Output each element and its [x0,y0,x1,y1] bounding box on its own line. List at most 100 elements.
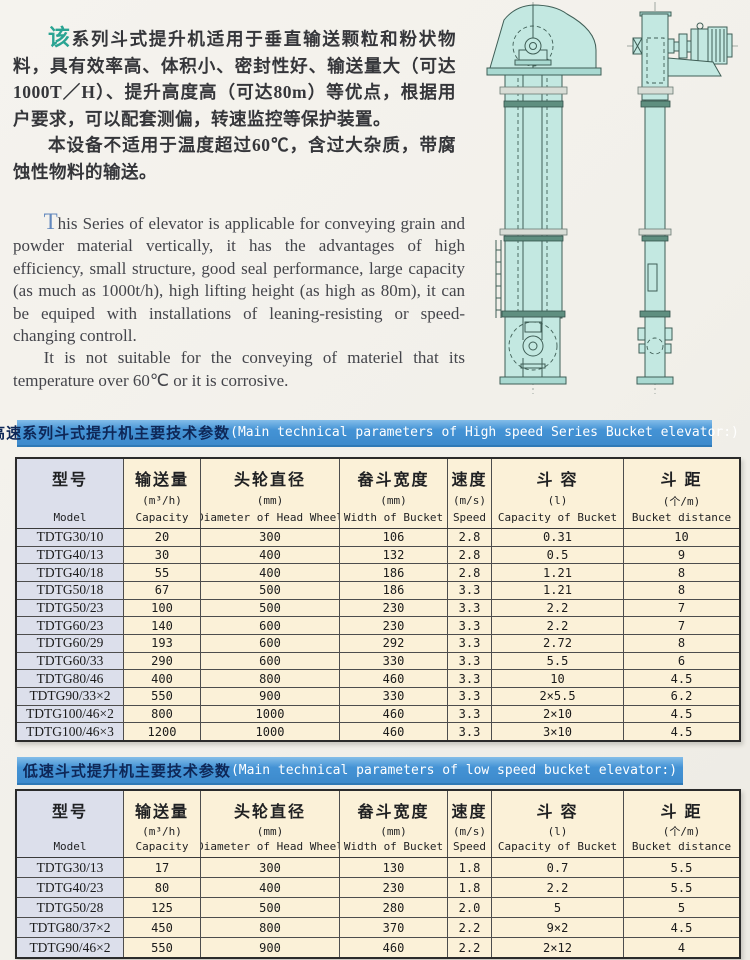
table-cell: 2×12 [492,938,624,957]
header-label-cn: 畚斗宽度 [357,472,430,489]
header-cell: 型号 Model [17,459,124,528]
header-label-en: Model [53,511,87,524]
model-cell: TDTG40/23 [17,878,124,897]
low-speed-table-banner: 低速斗式提升机主要技术参数 (Main technical parameters… [17,757,683,785]
table-row: TDTG30/13 17 300 130 1.8 0.7 5.5 [17,858,739,877]
table-cell: 500 [201,599,340,617]
table-cell: 400 [124,670,201,688]
model-cell: TDTG80/37×2 [17,918,124,937]
table-header-row: 型号 Model 输送量 (m³/h) Capacity 头轮直径 (mm) Diameter… [17,791,739,858]
header-label-en: Bucket distance [631,840,732,853]
table-cell: 2.2 [448,918,492,937]
model-cell: TDTG50/28 [17,898,124,917]
table-cell: 7 [624,617,739,635]
table-header-row: 型号 Model 输送量 (m³/h) Capacity 头轮直径 (mm) Diameter… [17,459,739,529]
header-unit: (m/s) [452,494,487,507]
table-cell: 460 [340,670,448,688]
table-cell: 230 [340,617,448,635]
table-cell: 330 [340,688,448,705]
table-cell: 7 [624,599,739,617]
header-unit: (m/s) [452,824,487,838]
header-cell: 头轮直径 (mm) Diameter of Head Wheel [201,791,340,857]
table-cell: 20 [124,529,201,546]
table-cell: 5.5 [492,652,624,670]
model-cell: TDTG90/33×2 [17,688,124,705]
table-cell: 10 [624,529,739,546]
table-cell: 460 [340,705,448,723]
header-label-en: Bucket distance [631,511,732,524]
model-cell: TDTG80/46 [17,670,124,688]
header-cell: 头轮直径 (mm) Diameter of Head Wheel [201,459,340,528]
table-cell: 5.5 [624,878,739,897]
table-cell: 800 [201,918,340,937]
header-label-cn: 型号 [51,804,88,821]
model-cell: TDTG50/18 [17,582,124,599]
table-cell: 2.2 [492,599,624,617]
table-cell: 80 [124,878,201,897]
table-cell: 800 [124,705,201,723]
table-cell: 1000 [201,723,340,741]
header-cell: 畚斗宽度 (mm) Width of Bucket [340,791,448,857]
table-cell: 370 [340,918,448,937]
table-cell: 2.2 [492,878,624,897]
header-cell: 斗 距 (个/m) Bucket distance [624,791,739,857]
elevator-drawings [486,2,741,394]
table-cell: 9×2 [492,918,624,937]
table-cell: 550 [124,938,201,957]
table-cell: 8 [624,635,739,652]
table-cell: 3.3 [448,599,492,617]
header-unit: (mm) [380,494,407,507]
model-cell: TDTG30/13 [17,858,124,877]
chinese-drop-cap: 该 [48,25,72,50]
table-cell: 450 [124,918,201,937]
table-row: TDTG80/37×2 450 800 370 2.2 9×2 4.5 [17,917,739,937]
high-speed-table-banner: 高速系列斗式提升机主要技术参数 (Main technical parameter… [0,420,739,447]
table-cell: 600 [201,635,340,652]
table-cell: 5 [624,898,739,917]
header-label-cn: 斗 容 [536,804,579,821]
table-row: TDTG40/13 30 400 132 2.8 0.5 9 [17,545,739,564]
header-label-en: Capacity [135,840,189,853]
model-cell: TDTG30/10 [17,529,124,546]
header-label-cn: 输送量 [134,472,189,489]
table-cell: 100 [124,599,201,617]
table-row: TDTG100/46×2 800 1000 460 3.3 2×10 4.5 [17,704,739,723]
header-label-en: Capacity of Bucket [497,511,618,524]
table-cell: 1.21 [492,582,624,599]
table-cell: 550 [124,688,201,705]
front-view-drawing [486,2,602,394]
header-cell: 斗 容 (l) Capacity of Bucket [492,791,624,857]
table-cell: 400 [201,564,340,582]
table-cell: 0.5 [492,546,624,564]
header-cell: 输送量 (m³/h) Capacity [124,791,201,857]
header-unit: (l) [547,494,568,507]
table-cell: 125 [124,898,201,917]
table-cell: 2.8 [448,546,492,564]
table-cell: 5.5 [624,858,739,877]
model-cell: TDTG100/46×2 [17,705,124,723]
table-cell: 500 [201,898,340,917]
english-paragraph-1-text: his Series of elevator is applicable for… [13,214,465,346]
header-label-cn: 型号 [51,472,88,489]
header-unit: (mm) [380,824,407,838]
table-cell: 400 [201,546,340,564]
table-row: TDTG30/10 20 300 106 2.8 0.31 10 [17,529,739,546]
table-cell: 130 [340,858,448,877]
table-cell: 186 [340,564,448,582]
table-cell: 600 [201,617,340,635]
header-label-cn: 斗 距 [660,804,703,821]
table-cell: 230 [340,599,448,617]
chinese-paragraph-2: 本设备不适用于温度超过60℃，含过大杂质，带腐蚀性物料的输送。 [13,135,456,182]
header-cell: 输送量 (m³/h) Capacity [124,459,201,528]
table-cell: 2.8 [448,564,492,582]
table-cell: 2.2 [448,938,492,957]
table-cell: 186 [340,582,448,599]
table-cell: 1.8 [448,878,492,897]
header-label-en: Speed [452,840,487,853]
table-cell: 2×5.5 [492,688,624,705]
table-cell: 4.5 [624,723,739,741]
table-row: TDTG90/33×2 550 900 330 3.3 2×5.5 6.2 [17,687,739,705]
banner-title-en: (Main technical parameters of High speed… [230,425,739,440]
table-cell: 1200 [124,723,201,741]
table-row: TDTG80/46 400 800 460 3.3 10 4.5 [17,669,739,688]
